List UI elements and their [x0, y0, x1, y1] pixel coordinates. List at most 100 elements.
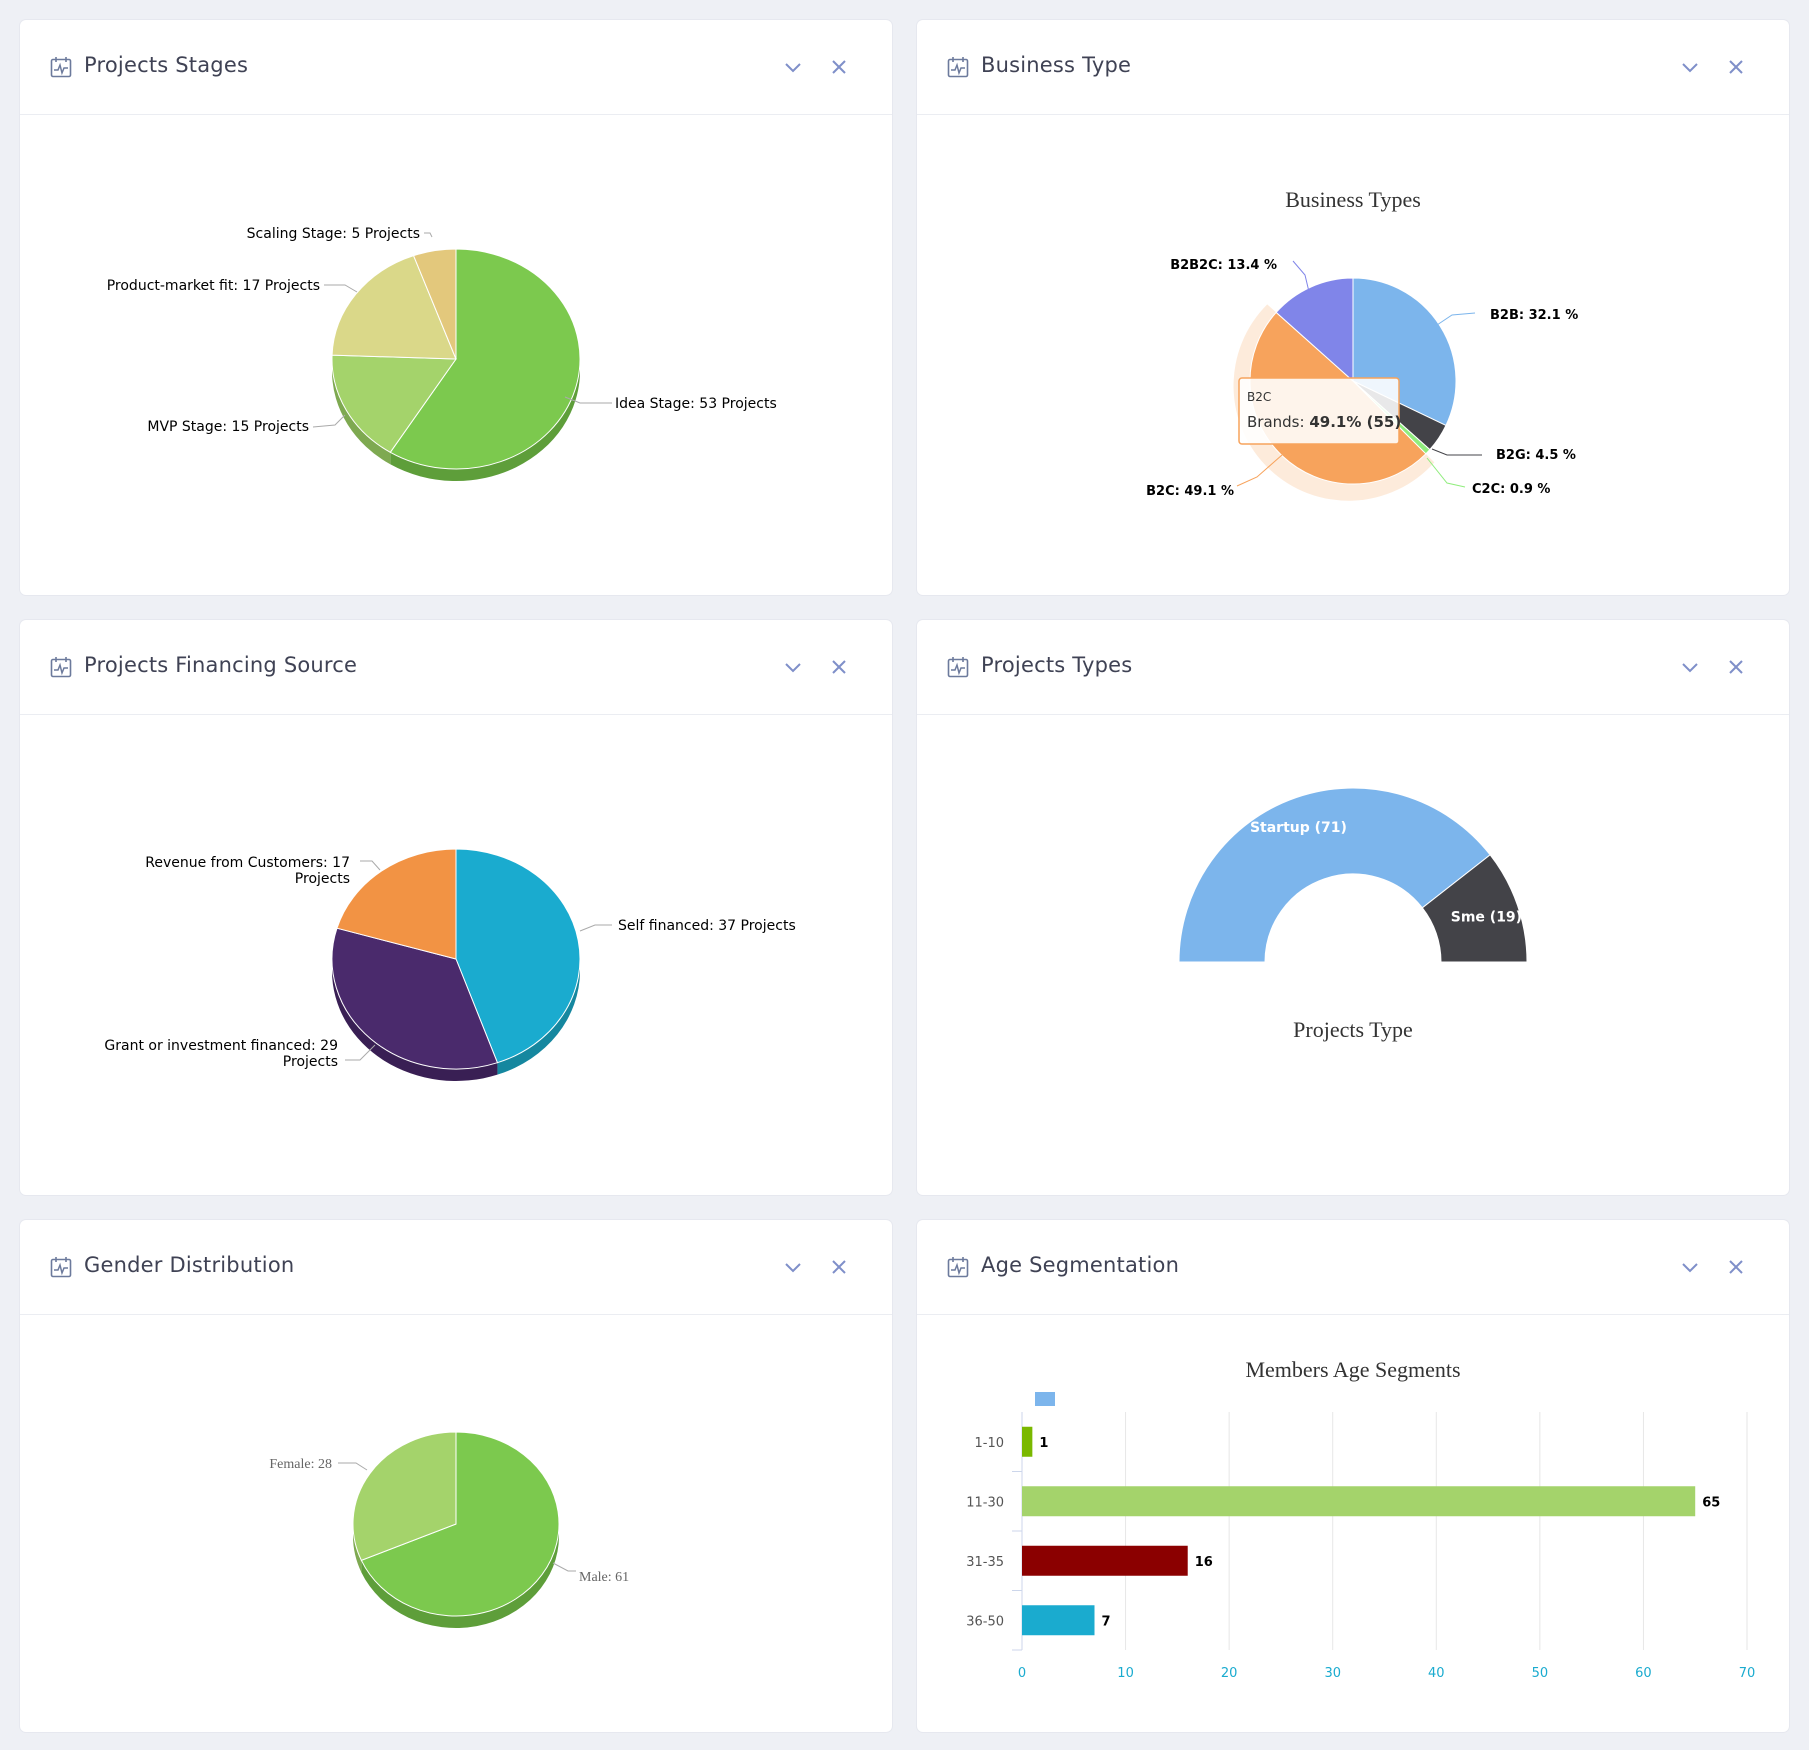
bar-1-10 — [1022, 1426, 1033, 1457]
card-title: Age Segmentation — [981, 1253, 1180, 1277]
bar-11-30 — [1022, 1486, 1696, 1517]
card-body: Idea Stage: 53 Projects MVP Stage: 15 Pro… — [20, 115, 892, 595]
tooltip-box — [1238, 377, 1400, 445]
y-tick-label: 1-10 — [974, 1436, 1004, 1451]
card-projects-financing-source: Projects Financing Source Self financed:… — [20, 620, 892, 1195]
card-gender-distribution: Gender Distribution Male: 61 Female: 28 — [20, 1220, 892, 1732]
x-tick-label: 70 — [1739, 1666, 1756, 1681]
card-body: Startup (71) Sme (19) Projects Type — [917, 715, 1789, 1195]
projects-stages-pie-chart: Idea Stage: 53 Projects MVP Stage: 15 Pro… — [107, 226, 777, 481]
pie-slice-scaling-stage — [412, 248, 457, 360]
card-header: Age Segmentation — [917, 1220, 1789, 1315]
chart-calendar-icon — [50, 57, 72, 78]
pie-label-b2b: B2B: 32.1 % — [1490, 308, 1578, 323]
tooltip-title: B2C — [1247, 390, 1271, 404]
card-header: Business Type — [917, 20, 1789, 115]
connector-line — [360, 860, 381, 871]
pie-slice-product-market-fit — [331, 255, 457, 360]
donut-slice-startup — [1178, 787, 1491, 963]
pie-label-self-financed: Self financed: 37 Projects — [618, 918, 796, 934]
x-tick-label: 20 — [1221, 1666, 1238, 1681]
card-age-segmentation: Age Segmentation Members Age Segments 0 10… — [917, 1220, 1789, 1732]
close-icon[interactable] — [828, 1256, 850, 1278]
chevron-down-icon[interactable] — [782, 1256, 804, 1278]
chart-title: Projects Type — [1293, 1017, 1413, 1042]
chevron-down-icon[interactable] — [782, 656, 804, 678]
pie-side-self-financed — [497, 959, 580, 1075]
card-title: Projects Financing Source — [84, 653, 358, 677]
bar-value-label: 7 — [1102, 1614, 1111, 1629]
pie-label-scaling-stage: Scaling Stage: 5 Projects — [247, 226, 420, 242]
pie-slice-grant-or-investment-financed — [331, 927, 499, 1070]
pie-label-mvp-stage: MVP Stage: 15 Projects — [147, 419, 309, 435]
card-body: Self financed: 37 Projects Grant or inves… — [20, 715, 892, 1195]
chart-calendar-icon — [947, 1257, 969, 1278]
age-segments-bar-chart: Members Age Segments 0 10 20 30 40 50 60 70 1-10 1… — [966, 1357, 1756, 1681]
card-business-type: Business Type Business Types B2B: 32.1 % B… — [917, 20, 1789, 595]
close-icon[interactable] — [828, 656, 850, 678]
pie-label-cont-revenue-from-customers: Projects — [295, 871, 350, 887]
x-tick-label: 60 — [1635, 1666, 1652, 1681]
bar-value-label: 16 — [1195, 1555, 1213, 1570]
x-tick-label: 30 — [1324, 1666, 1341, 1681]
gender-pie-chart: Male: 61 Female: 28 — [269, 1431, 629, 1628]
pie-label-grant-or-investment-financed: Grant or investment financed: 29 — [104, 1038, 338, 1054]
legend-swatch — [1035, 1392, 1055, 1406]
y-tick-label: 11-30 — [966, 1495, 1004, 1510]
card-header: Projects Financing Source — [20, 620, 892, 715]
connector-line — [345, 1044, 376, 1061]
pie-label-revenue-from-customers: Revenue from Customers: 17 — [145, 855, 350, 871]
x-tick-label: 10 — [1117, 1666, 1134, 1681]
chevron-down-icon[interactable] — [1679, 56, 1701, 78]
pie-side-grant-or-investment-financed — [332, 959, 498, 1081]
close-icon[interactable] — [1725, 1256, 1747, 1278]
connector-line — [564, 396, 612, 404]
connector-line — [579, 924, 612, 932]
x-tick-label: 50 — [1532, 1666, 1549, 1681]
donut-slice-sme — [1421, 854, 1528, 963]
pie-label-b2b2c: B2B2C: 13.4 % — [1170, 258, 1277, 273]
pie-slice-revenue-from-customers — [336, 848, 457, 960]
connector-line — [1431, 448, 1482, 456]
pie-label-male: Male: 61 — [579, 1570, 629, 1585]
card-header: Gender Distribution — [20, 1220, 892, 1315]
chevron-down-icon[interactable] — [1679, 1256, 1701, 1278]
card-projects-stages: Projects Stages Idea Stage: 53 Projects M… — [20, 20, 892, 595]
pie-label-idea-stage: Idea Stage: 53 Projects — [615, 396, 777, 412]
card-title: Projects Types — [981, 653, 1133, 677]
pie-slice-female — [352, 1431, 457, 1561]
card-title: Projects Stages — [84, 53, 249, 77]
pie-slice-idea-stage — [389, 248, 581, 470]
close-icon[interactable] — [1725, 656, 1747, 678]
pie-slice-male — [360, 1431, 560, 1617]
chart-title: Members Age Segments — [1245, 1357, 1460, 1382]
pie-side-idea-stage — [390, 359, 580, 481]
x-tick-label: 0 — [1018, 1666, 1026, 1681]
tooltip-value: Brands: 49.1% (55) — [1247, 413, 1401, 431]
chevron-down-icon[interactable] — [782, 56, 804, 78]
card-header: Projects Types — [917, 620, 1789, 715]
chart-calendar-icon — [947, 657, 969, 678]
connector-line — [424, 232, 433, 238]
bar-36-50 — [1022, 1605, 1095, 1636]
tooltip-prefix: Brands: — [1247, 413, 1309, 431]
pie-slice-b2b2c — [1275, 277, 1354, 383]
pie-side-mvp-stage — [332, 359, 391, 465]
tooltip: B2C Brands: 49.1% (55) — [1238, 377, 1401, 445]
y-tick-label: 31-35 — [966, 1555, 1004, 1570]
connector-line — [324, 284, 358, 293]
donut-label-startup: Startup (71) — [1250, 820, 1347, 836]
close-icon[interactable] — [1725, 56, 1747, 78]
connector-line — [1236, 454, 1283, 487]
chart-calendar-icon — [50, 657, 72, 678]
bar-value-label: 65 — [1702, 1495, 1720, 1510]
business-types-pie-chart: Business Types B2B: 32.1 % B2G: 4.5 % C2C: … — [1146, 187, 1578, 501]
pie-label-c2c: C2C: 0.9 % — [1472, 482, 1550, 497]
close-icon[interactable] — [828, 56, 850, 78]
card-title: Business Type — [981, 53, 1132, 77]
pie-slice-mvp-stage — [331, 354, 457, 453]
pie-label-product-market-fit: Product-market fit: 17 Projects — [107, 278, 320, 294]
chevron-down-icon[interactable] — [1679, 656, 1701, 678]
x-tick-label: 40 — [1428, 1666, 1445, 1681]
connector-line — [1292, 260, 1311, 297]
